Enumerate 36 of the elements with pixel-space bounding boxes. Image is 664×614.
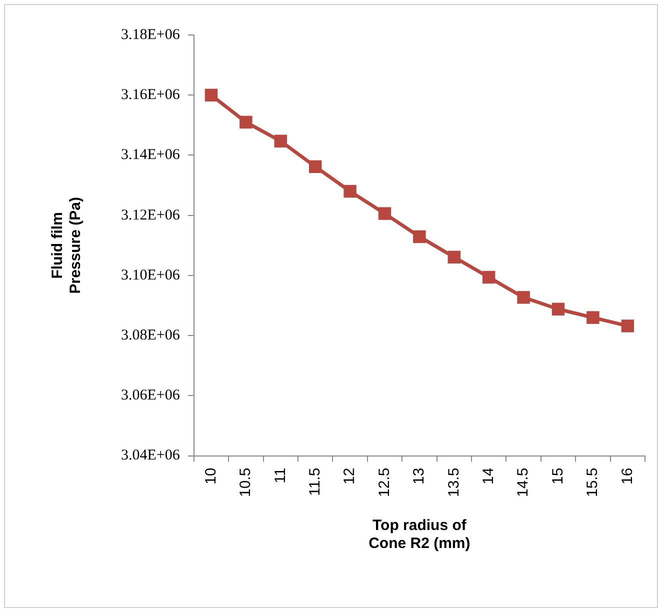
x-tick-label: 11 [272,468,289,484]
point [344,184,356,198]
x-tick-label: 15 [549,468,566,484]
y-axis-title: Fluid film Pressure (Pa) [49,197,84,294]
y-tick-label: 3.08E+06 [120,328,180,344]
x-tick-label: 10.5 [237,468,254,498]
x-tick-label: 12.5 [376,468,393,498]
point [586,311,600,324]
x-tick-label: 13.5 [445,468,462,498]
point [482,270,496,284]
point [274,134,287,148]
x-tick-label: 12 [341,468,358,484]
point [552,302,565,316]
x-tick-label: 14 [480,468,497,484]
x-tick-label: 16 [618,468,636,484]
y-tick-label: 3.16E+06 [120,87,180,104]
point [448,250,460,264]
y-tick-label: 3.12E+06 [120,207,180,224]
point [413,230,426,244]
y-tick-label: 3.10E+06 [120,267,180,284]
x-tick-label: 13 [410,468,428,484]
point [378,207,392,220]
x-axis-title: Top radius of Cone R2 (mm) [368,517,470,552]
x-tick-label: 15.5 [584,468,602,498]
point [204,88,218,102]
point [308,160,322,174]
y-tick-label: 3.18E+06 [120,26,180,43]
x-tick-label: 14.5 [514,468,532,498]
x-tick-label: 11.5 [306,468,324,496]
point [517,291,530,304]
point [240,116,252,129]
y-tick-label: 3.04E+06 [120,448,180,464]
y-tick-label: 3.14E+06 [120,147,180,164]
y-tick-label: 3.06E+06 [120,388,180,404]
x-tick-label: 10 [202,468,220,484]
point [621,320,634,332]
